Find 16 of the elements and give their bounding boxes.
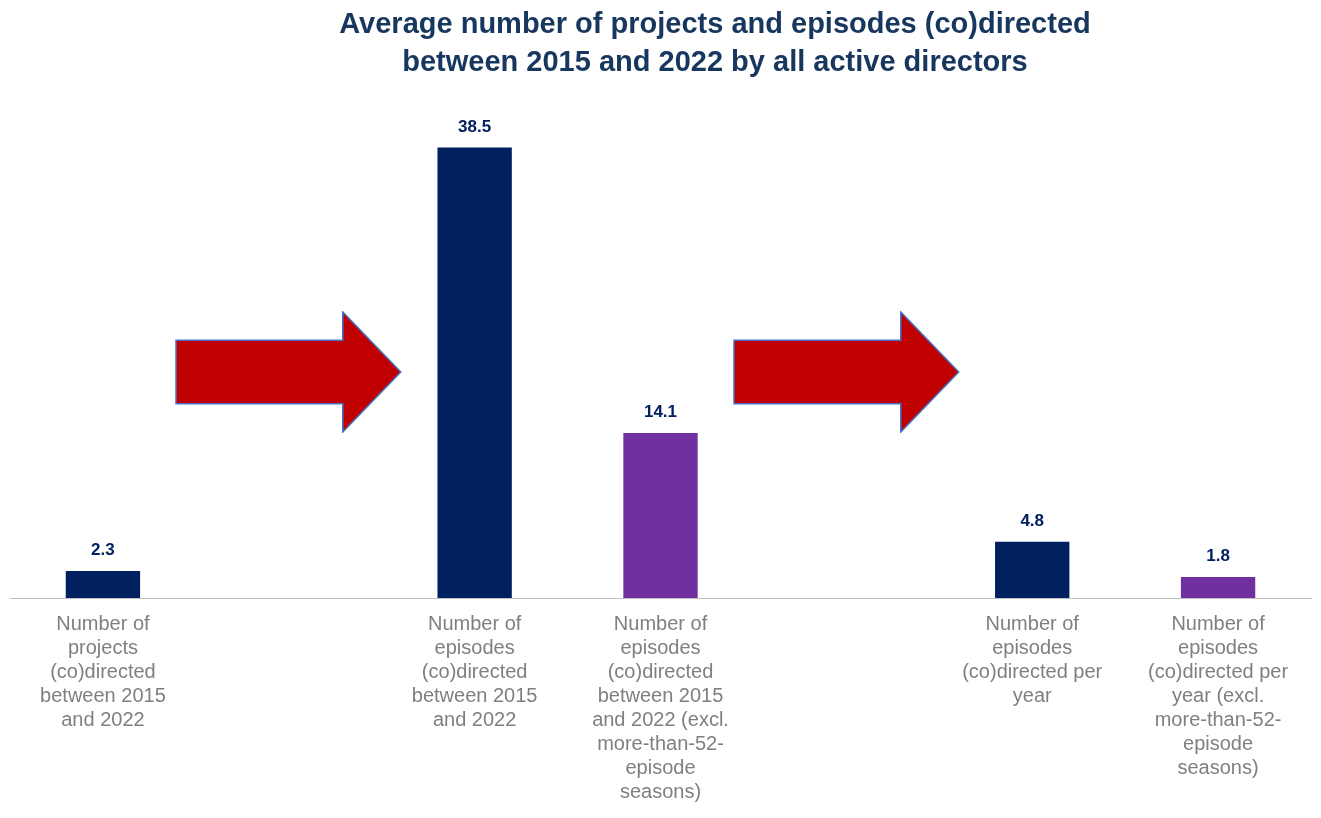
data-label: 2.3 (91, 540, 115, 560)
data-label: 1.8 (1206, 546, 1230, 566)
bar (623, 433, 698, 598)
x-tick-label: Number of episodes (co)directed between 2015 and 2022 (411, 611, 538, 730)
bar (1180, 576, 1256, 598)
bar (995, 541, 1070, 598)
x-tick-label: Number of episodes (co)directed per year (962, 611, 1103, 706)
data-label: 4.8 (1020, 511, 1045, 531)
chart-title: Average number of projects and episodes (co)directed between 2015 and 2022 by all active directors (338, 6, 1092, 79)
data-label: 14.1 (643, 402, 678, 422)
x-tick-label: Number of projects (co)directed between 2015 and 2022 (40, 611, 166, 730)
data-label: 38.5 (458, 116, 492, 136)
x-tick-label: Number of episodes (co)directed between 2015 and 2022 (excl. more-than-52-episode seasons) (592, 611, 729, 802)
x-tick-label: Number of episodes (co)directed per year (excl. more-than-52-episode seasons) (1148, 611, 1289, 778)
bar (65, 571, 141, 598)
bar (437, 147, 512, 598)
